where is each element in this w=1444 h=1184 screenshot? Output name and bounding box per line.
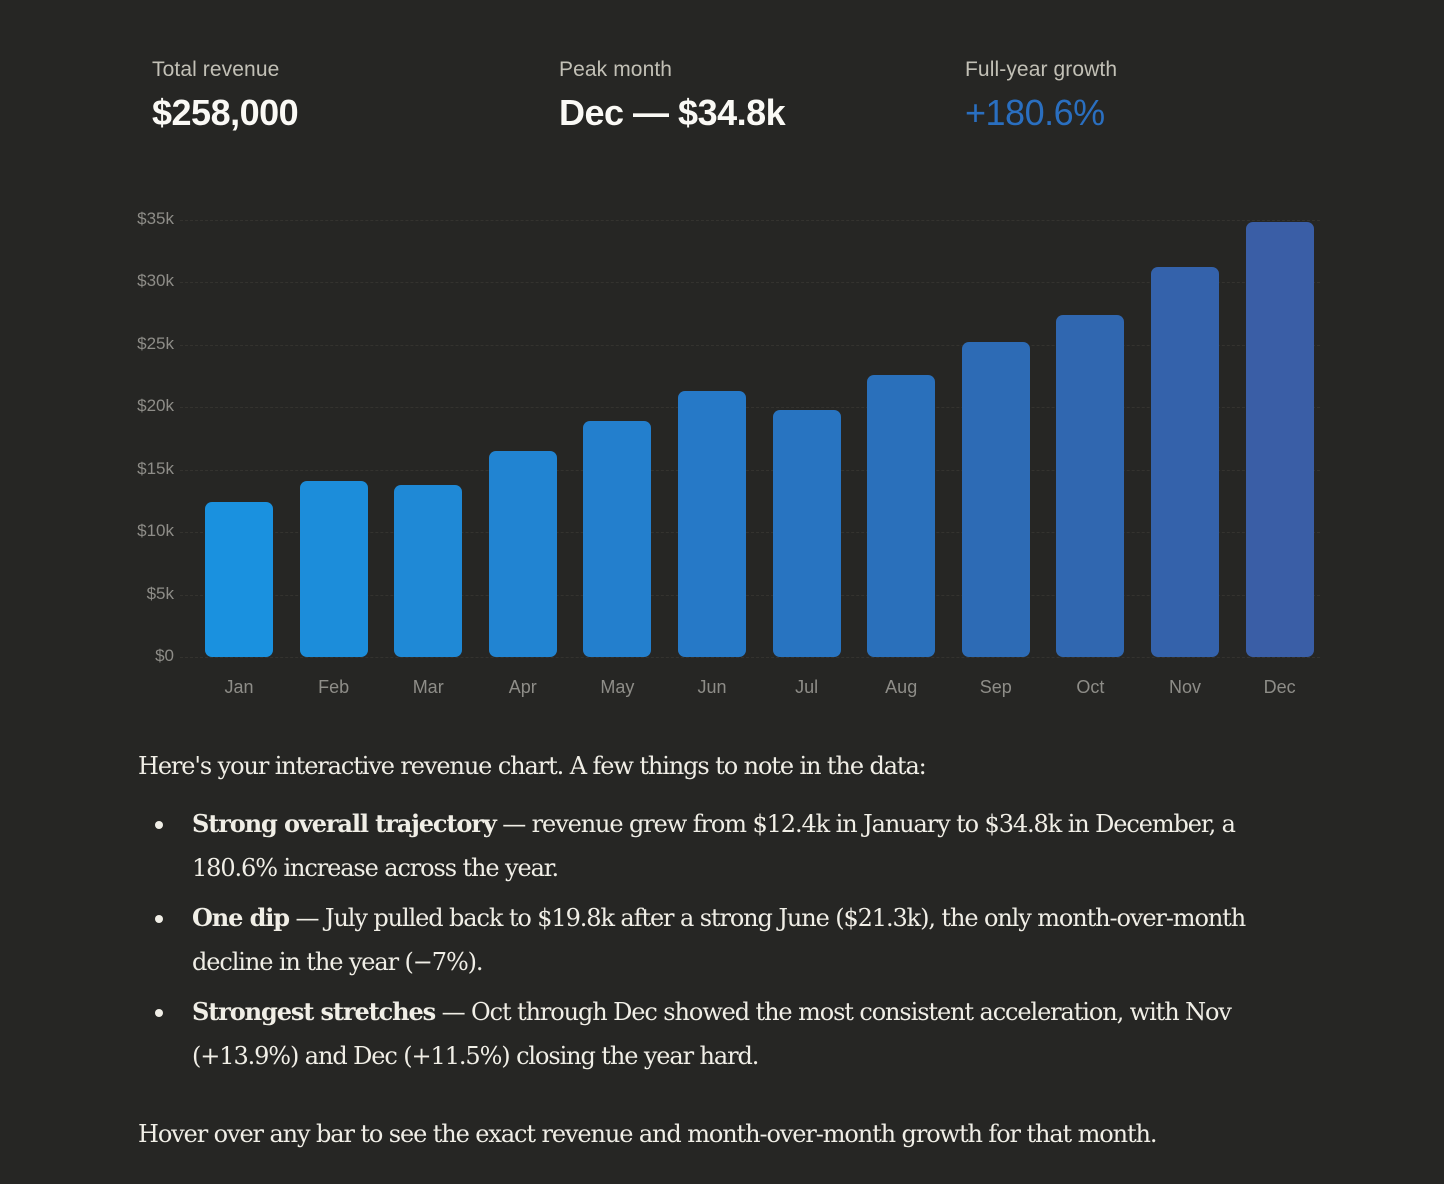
bullet-text: — July pulled back to $19.8k after a str…	[192, 904, 1246, 976]
gridline	[180, 220, 1320, 221]
gridline	[180, 407, 1320, 409]
chart-notes: Here's your interactive revenue chart. A…	[138, 744, 1298, 1084]
x-axis-label: Nov	[1168, 677, 1201, 697]
bullet-icon	[155, 1009, 163, 1017]
bar-apr[interactable]	[488, 450, 557, 657]
bar-may[interactable]	[583, 421, 652, 657]
bar-nov[interactable]	[1151, 267, 1219, 657]
y-axis-tick-label: $5k	[146, 583, 174, 603]
bar-jul[interactable]	[772, 409, 841, 657]
bar-feb[interactable]	[299, 480, 368, 657]
y-axis-tick-label: $30k	[137, 271, 174, 291]
footer-hint: Hover over any bar to see the exact reve…	[138, 1120, 1158, 1148]
stat-peak-month: Peak month Dec — $34.8k	[559, 58, 786, 134]
bar-jan[interactable]	[205, 502, 273, 657]
y-axis-tick-label: $35k	[137, 209, 174, 228]
list-item: Strongest stretches — Oct through Dec sh…	[138, 990, 1298, 1078]
bar-sep[interactable]	[961, 342, 1030, 657]
summary-stats: Total revenue $258,000 Peak month Dec — …	[152, 58, 1352, 148]
revenue-bar-chart: $0 $5k $10k $15k $20k $25k $30k $35k Jan Feb Mar Ap…	[0, 190, 1444, 710]
x-axis-label: Oct	[1076, 677, 1105, 697]
x-axis-label: Jul	[795, 677, 819, 697]
x-axis-label: May	[600, 677, 635, 697]
bullet-text: — revenue grew from $12.4k in January to…	[192, 810, 1236, 882]
x-axis-label: Jan	[224, 677, 254, 697]
stat-value: +180.6%	[965, 92, 1105, 133]
intro-text: Here's your interactive revenue chart. A…	[138, 752, 927, 780]
bar-dec[interactable]	[1245, 222, 1314, 657]
y-axis-tick-label: $20k	[137, 396, 174, 416]
stat-full-year-growth: Full-year growth +180.6%	[965, 58, 1117, 134]
gridline	[180, 469, 1320, 471]
y-axis-tick-label: $15k	[137, 458, 174, 478]
x-axis-label: Dec	[1263, 677, 1296, 697]
x-axis-label: Jun	[697, 677, 727, 697]
stat-value: $258,000	[152, 92, 299, 133]
x-axis-label: Sep	[979, 677, 1012, 697]
y-axis-tick-label: $10k	[137, 521, 174, 541]
bullet-icon	[155, 915, 163, 923]
bullet-icon	[155, 821, 163, 829]
gridline	[180, 532, 1320, 534]
notes-list: Strong overall trajectory — revenue grew…	[138, 802, 1298, 1078]
list-item: One dip — July pulled back to $19.8k aft…	[138, 896, 1298, 984]
gridline	[180, 344, 1320, 346]
x-axis-label: Apr	[508, 677, 537, 697]
x-axis-label: Feb	[318, 677, 350, 697]
stat-label: Full-year growth	[965, 58, 1118, 81]
bullet-heading: One dip	[192, 903, 290, 932]
gridline	[180, 657, 1320, 658]
x-axis-label: Aug	[885, 677, 918, 697]
bar-aug[interactable]	[867, 374, 936, 657]
stat-label: Total revenue	[152, 58, 280, 81]
stat-total-revenue: Total revenue $258,000	[152, 58, 299, 134]
stat-label: Peak month	[559, 58, 673, 81]
y-axis-tick-label: $0	[155, 646, 174, 665]
list-item: Strong overall trajectory — revenue grew…	[138, 802, 1298, 890]
gridline	[180, 594, 1320, 596]
bullet-heading: Strong overall trajectory	[192, 809, 497, 838]
gridline	[180, 282, 1320, 284]
x-axis-label: Mar	[412, 677, 444, 697]
bullet-text: — Oct through Dec showed the most consis…	[192, 998, 1232, 1070]
bar-jun[interactable]	[678, 391, 746, 657]
stat-value: Dec — $34.8k	[559, 92, 786, 133]
y-axis-tick-label: $25k	[137, 333, 174, 353]
bar-mar[interactable]	[394, 484, 463, 657]
bar-oct[interactable]	[1056, 314, 1125, 657]
bullet-heading: Strongest stretches	[192, 997, 436, 1026]
